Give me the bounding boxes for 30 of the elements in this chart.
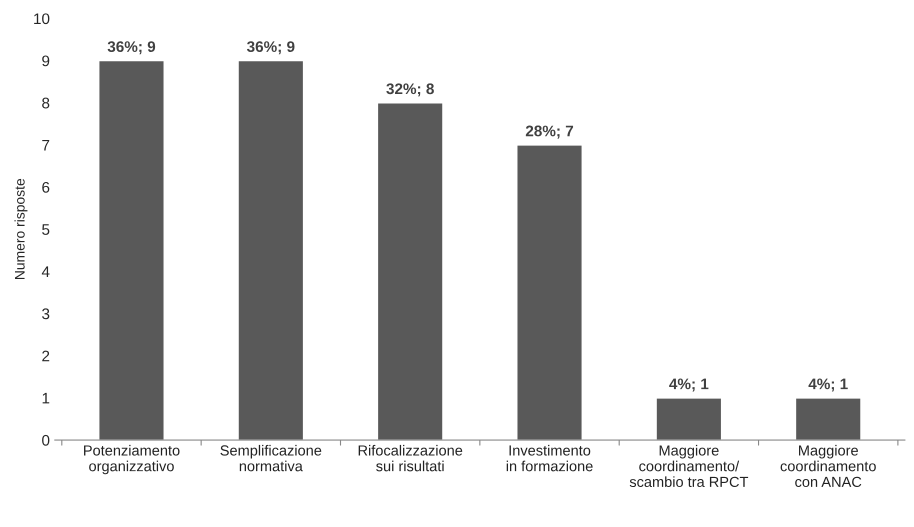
data-label: 4%; 1 [808,378,848,392]
bar [237,60,304,440]
bar [794,397,862,440]
x-tick-label: Investimento in formazione [506,444,593,472]
x-tick-label: Maggiore coordinamento/ scambio tra RPCT [630,444,748,488]
y-tick-label: 1 [42,392,50,404]
data-label: 36%; 9 [246,41,294,54]
data-label: 28%; 7 [526,126,574,139]
y-tick-label: 3 [42,308,50,320]
y-tick-label: 0 [42,434,50,446]
y-tick-label: 2 [42,350,50,362]
bar [655,397,722,440]
data-label: 4%; 1 [669,378,708,392]
bar [98,60,165,440]
y-tick-label: 8 [42,98,50,108]
y-tick-label: 7 [42,140,50,150]
bar [516,144,583,440]
y-tick-label: 5 [42,224,50,235]
y-tick-label: 6 [42,182,50,193]
x-tick-label: Potenziamento organizzativo [84,444,180,474]
bar [376,102,444,440]
y-axis-title: Numero risposte [14,178,28,280]
y-tick-label: 10 [34,13,50,24]
x-tick-label: Rifocalizzazione sui risultati [358,444,462,472]
y-tick-label: 9 [42,55,50,66]
data-label: 36%; 9 [108,41,156,54]
y-tick-label: 4 [42,266,50,277]
x-tick-label: Semplificazione normativa [220,444,322,472]
data-label: 32%; 8 [386,83,434,96]
x-tick-label: Maggiore coordinamento con ANAC [780,444,876,488]
